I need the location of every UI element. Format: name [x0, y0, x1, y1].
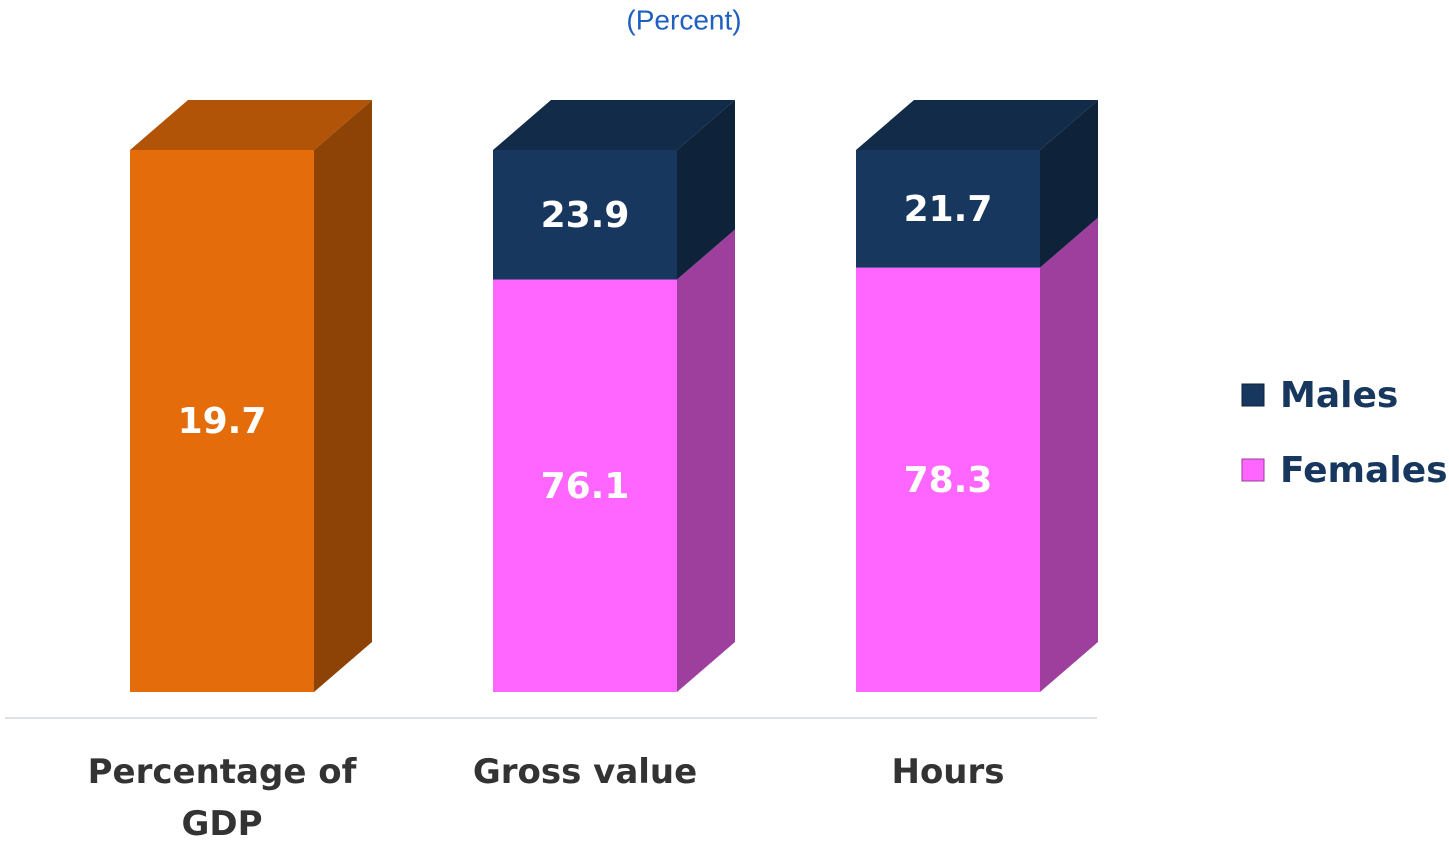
bar — [493, 279, 677, 692]
bar — [130, 150, 314, 692]
bar-side — [1040, 217, 1098, 692]
x-tick-label: Percentage of GDP — [87, 752, 357, 844]
data-label: 23.9 — [541, 195, 630, 236]
x-tick-label: Gross value — [472, 752, 698, 792]
legend-label: Females — [1280, 450, 1448, 491]
bar-side — [677, 100, 735, 280]
bar-side — [677, 229, 735, 692]
bar — [856, 150, 1040, 268]
data-label: 76.1 — [541, 466, 630, 507]
x-tick-label: Hours — [891, 752, 1005, 792]
bar-side — [1040, 100, 1098, 268]
legend-swatch — [1241, 458, 1265, 482]
bar — [493, 150, 677, 280]
data-label: 21.7 — [904, 189, 993, 230]
data-label: 78.3 — [904, 460, 993, 501]
legend-swatch — [1241, 383, 1265, 407]
bar-side — [314, 100, 372, 692]
bar-top — [130, 100, 372, 150]
legend-label: Males — [1280, 375, 1398, 416]
bar-top — [856, 100, 1098, 150]
bar — [856, 267, 1040, 692]
chart-title: (Percent) — [626, 4, 741, 35]
data-label: 19.7 — [178, 401, 267, 442]
bar-top — [493, 100, 735, 150]
